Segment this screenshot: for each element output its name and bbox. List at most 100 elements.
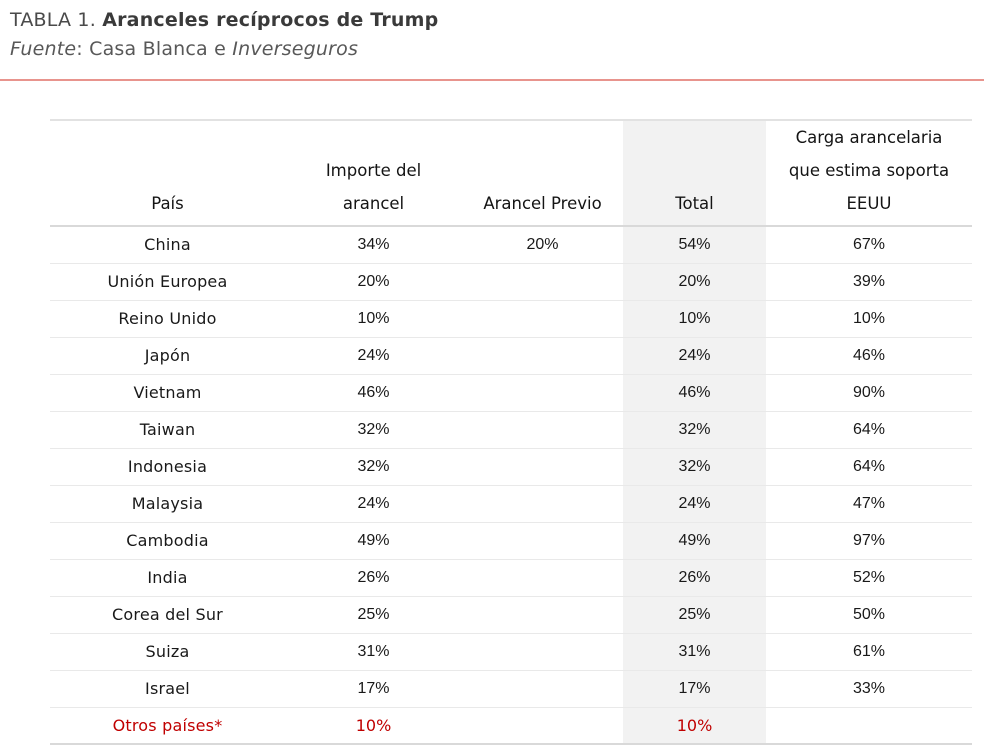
col-header-previo: Arancel Previo xyxy=(462,120,623,227)
cell-country: Reino Unido xyxy=(50,300,285,338)
cell-carga: 33% xyxy=(766,670,972,708)
caption-title: Aranceles recíprocos de Trump xyxy=(102,9,439,31)
cell-previo xyxy=(462,633,623,671)
cell-previo xyxy=(462,411,623,449)
cell-country: Unión Europea xyxy=(50,263,285,301)
cell-country: Indonesia xyxy=(50,448,285,486)
source-label: Fuente xyxy=(10,38,77,60)
cell-importe: 32% xyxy=(285,411,462,449)
cell-importe: 46% xyxy=(285,374,462,412)
cell-total: 24% xyxy=(623,485,766,523)
cell-carga: 90% xyxy=(766,374,972,412)
accent-divider xyxy=(0,79,984,81)
cell-country: Japón xyxy=(50,337,285,375)
cell-importe: 49% xyxy=(285,522,462,560)
cell-previo xyxy=(462,300,623,338)
cell-total: 54% xyxy=(623,226,766,264)
cell-importe: 24% xyxy=(285,337,462,375)
cell-previo: 20% xyxy=(462,226,623,264)
cell-country: Cambodia xyxy=(50,522,285,560)
cell-carga: 39% xyxy=(766,263,972,301)
table-body: China 34% 20% 54% 67% Unión Europea 20% 20% 39% R… xyxy=(50,226,972,745)
cell-carga: 46% xyxy=(766,337,972,375)
cell-importe: 34% xyxy=(285,226,462,264)
table-row: Unión Europea 20% 20% 39% xyxy=(50,263,972,301)
cell-carga: 50% xyxy=(766,596,972,634)
cell-country: China xyxy=(50,226,285,264)
cell-country: Taiwan xyxy=(50,411,285,449)
table-row: Japón 24% 24% 46% xyxy=(50,337,972,375)
table-row: Suiza 31% 31% 61% xyxy=(50,633,972,671)
cell-carga xyxy=(766,707,972,745)
cell-importe: 10% xyxy=(285,707,462,745)
table-row: China 34% 20% 54% 67% xyxy=(50,226,972,264)
cell-total: 20% xyxy=(623,263,766,301)
col-header-total: Total xyxy=(623,120,766,227)
cell-importe: 32% xyxy=(285,448,462,486)
cell-carga: 64% xyxy=(766,448,972,486)
table-row: Vietnam 46% 46% 90% xyxy=(50,374,972,412)
table-row: Otros países* 10% 10% xyxy=(50,707,972,745)
table-row: Taiwan 32% 32% 64% xyxy=(50,411,972,449)
cell-country: Malaysia xyxy=(50,485,285,523)
cell-carga: 64% xyxy=(766,411,972,449)
table-row: India 26% 26% 52% xyxy=(50,559,972,597)
cell-previo xyxy=(462,522,623,560)
cell-carga: 10% xyxy=(766,300,972,338)
cell-total: 24% xyxy=(623,337,766,375)
cell-previo xyxy=(462,596,623,634)
cell-previo xyxy=(462,337,623,375)
cell-previo xyxy=(462,263,623,301)
cell-importe: 26% xyxy=(285,559,462,597)
col-header-pais: País xyxy=(50,120,285,227)
cell-total: 32% xyxy=(623,448,766,486)
table-header: País Importe del arancel Arancel Previo … xyxy=(50,120,972,227)
cell-country: Corea del Sur xyxy=(50,596,285,634)
tariffs-table: País Importe del arancel Arancel Previo … xyxy=(50,119,972,745)
cell-total: 32% xyxy=(623,411,766,449)
cell-importe: 25% xyxy=(285,596,462,634)
cell-importe: 24% xyxy=(285,485,462,523)
cell-previo xyxy=(462,485,623,523)
table-row: Reino Unido 10% 10% 10% xyxy=(50,300,972,338)
cell-total: 17% xyxy=(623,670,766,708)
cell-country: Vietnam xyxy=(50,374,285,412)
cell-country: Otros países* xyxy=(50,707,285,745)
cell-country: Israel xyxy=(50,670,285,708)
cell-total: 46% xyxy=(623,374,766,412)
col-header-importe: Importe del arancel xyxy=(285,120,462,227)
cell-carga: 67% xyxy=(766,226,972,264)
table-row: Cambodia 49% 49% 97% xyxy=(50,522,972,560)
cell-total: 31% xyxy=(623,633,766,671)
cell-carga: 52% xyxy=(766,559,972,597)
cell-previo xyxy=(462,374,623,412)
document-header: TABLA 1. Aranceles recíprocos de Trump F… xyxy=(0,0,984,60)
cell-total: 10% xyxy=(623,707,766,745)
cell-total: 26% xyxy=(623,559,766,597)
header-row: País Importe del arancel Arancel Previo … xyxy=(50,120,972,227)
source-brand: Inverseguros xyxy=(232,38,359,60)
source-text: : Casa Blanca e xyxy=(76,38,233,60)
cell-total: 49% xyxy=(623,522,766,560)
cell-carga: 61% xyxy=(766,633,972,671)
col-header-carga: Carga arancelaria que estima soporta EEU… xyxy=(766,120,972,227)
cell-carga: 47% xyxy=(766,485,972,523)
table-row: Indonesia 32% 32% 64% xyxy=(50,448,972,486)
cell-previo xyxy=(462,559,623,597)
table-row: Malaysia 24% 24% 47% xyxy=(50,485,972,523)
cell-importe: 10% xyxy=(285,300,462,338)
cell-total: 25% xyxy=(623,596,766,634)
cell-total: 10% xyxy=(623,300,766,338)
table-row: Corea del Sur 25% 25% 50% xyxy=(50,596,972,634)
source-line: Fuente: Casa Blanca e Inverseguros xyxy=(10,38,972,60)
cell-country: India xyxy=(50,559,285,597)
cell-importe: 17% xyxy=(285,670,462,708)
cell-previo xyxy=(462,707,623,745)
cell-previo xyxy=(462,670,623,708)
cell-carga: 97% xyxy=(766,522,972,560)
cell-importe: 31% xyxy=(285,633,462,671)
cell-country: Suiza xyxy=(50,633,285,671)
cell-importe: 20% xyxy=(285,263,462,301)
table-caption: TABLA 1. Aranceles recíprocos de Trump xyxy=(10,9,972,31)
table-row: Israel 17% 17% 33% xyxy=(50,670,972,708)
